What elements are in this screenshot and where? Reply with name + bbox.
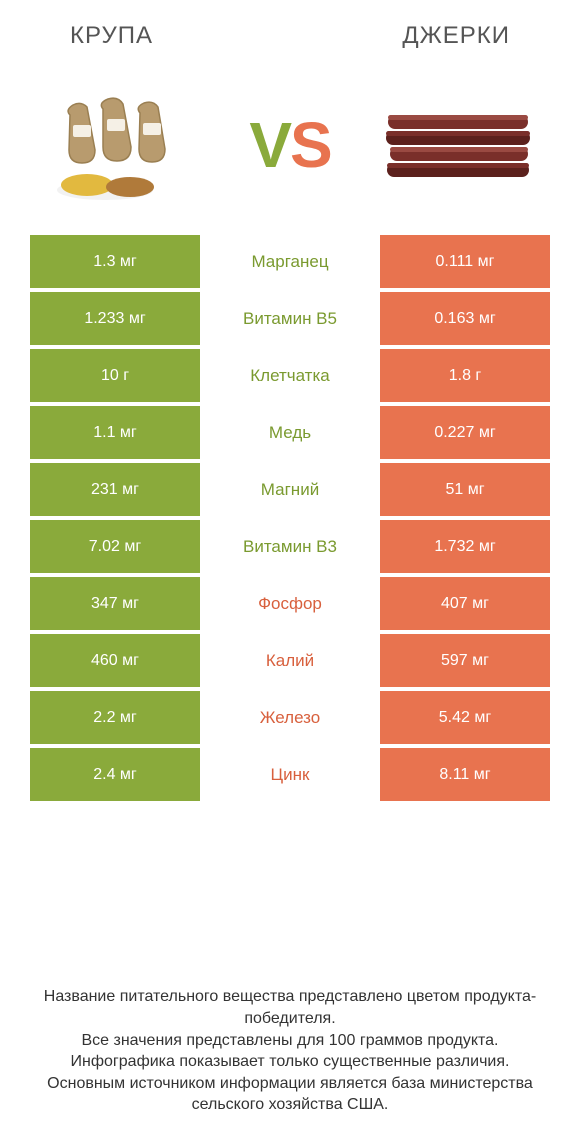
table-row: 10 гКлетчатка1.8 г <box>30 349 550 402</box>
table-row: 2.4 мгЦинк8.11 мг <box>30 748 550 801</box>
left-value: 1.233 мг <box>30 292 200 345</box>
right-value: 5.42 мг <box>380 691 550 744</box>
grain-image <box>45 85 200 205</box>
nutrient-label: Витамин B5 <box>200 292 380 345</box>
images-row: VS <box>0 60 580 235</box>
jerky-sticks-icon <box>380 95 535 195</box>
footer-line: Инфографика показывает только существенн… <box>30 1051 550 1073</box>
right-value: 8.11 мг <box>380 748 550 801</box>
table-row: 231 мгМагний51 мг <box>30 463 550 516</box>
nutrient-label: Марганец <box>200 235 380 288</box>
left-value: 347 мг <box>30 577 200 630</box>
left-value: 1.1 мг <box>30 406 200 459</box>
left-value: 10 г <box>30 349 200 402</box>
nutrient-label: Фосфор <box>200 577 380 630</box>
footer-line: Название питательного вещества представл… <box>30 986 550 1029</box>
vs-v: V <box>249 109 290 181</box>
vs-label: VS <box>249 108 330 182</box>
right-value: 1.732 мг <box>380 520 550 573</box>
nutrient-label: Витамин B3 <box>200 520 380 573</box>
right-value: 51 мг <box>380 463 550 516</box>
nutrient-label: Клетчатка <box>200 349 380 402</box>
left-value: 231 мг <box>30 463 200 516</box>
footer-line: Все значения представлены для 100 граммо… <box>30 1030 550 1052</box>
table-row: 1.233 мгВитамин B50.163 мг <box>30 292 550 345</box>
grain-sacks-icon <box>45 85 200 205</box>
left-product-title: КРУПА <box>70 22 153 50</box>
left-value: 7.02 мг <box>30 520 200 573</box>
table-row: 7.02 мгВитамин B31.732 мг <box>30 520 550 573</box>
nutrient-label: Магний <box>200 463 380 516</box>
jerky-image <box>380 85 535 205</box>
vs-s: S <box>290 109 331 181</box>
right-value: 0.163 мг <box>380 292 550 345</box>
nutrient-label: Калий <box>200 634 380 687</box>
right-product-title: ДЖЕРКИ <box>402 22 510 50</box>
header: КРУПА ДЖЕРКИ <box>0 0 580 60</box>
footer-line: Основным источником информации является … <box>30 1073 550 1116</box>
table-row: 1.1 мгМедь0.227 мг <box>30 406 550 459</box>
table-row: 347 мгФосфор407 мг <box>30 577 550 630</box>
nutrient-label: Железо <box>200 691 380 744</box>
comparison-table: 1.3 мгМарганец0.111 мг1.233 мгВитамин B5… <box>0 235 580 801</box>
footer-notes: Название питательного вещества представл… <box>0 986 580 1116</box>
right-value: 0.111 мг <box>380 235 550 288</box>
right-value: 407 мг <box>380 577 550 630</box>
left-value: 460 мг <box>30 634 200 687</box>
nutrient-label: Медь <box>200 406 380 459</box>
table-row: 460 мгКалий597 мг <box>30 634 550 687</box>
table-row: 2.2 мгЖелезо5.42 мг <box>30 691 550 744</box>
right-value: 0.227 мг <box>380 406 550 459</box>
table-row: 1.3 мгМарганец0.111 мг <box>30 235 550 288</box>
right-value: 1.8 г <box>380 349 550 402</box>
nutrient-label: Цинк <box>200 748 380 801</box>
left-value: 2.4 мг <box>30 748 200 801</box>
left-value: 1.3 мг <box>30 235 200 288</box>
left-value: 2.2 мг <box>30 691 200 744</box>
right-value: 597 мг <box>380 634 550 687</box>
